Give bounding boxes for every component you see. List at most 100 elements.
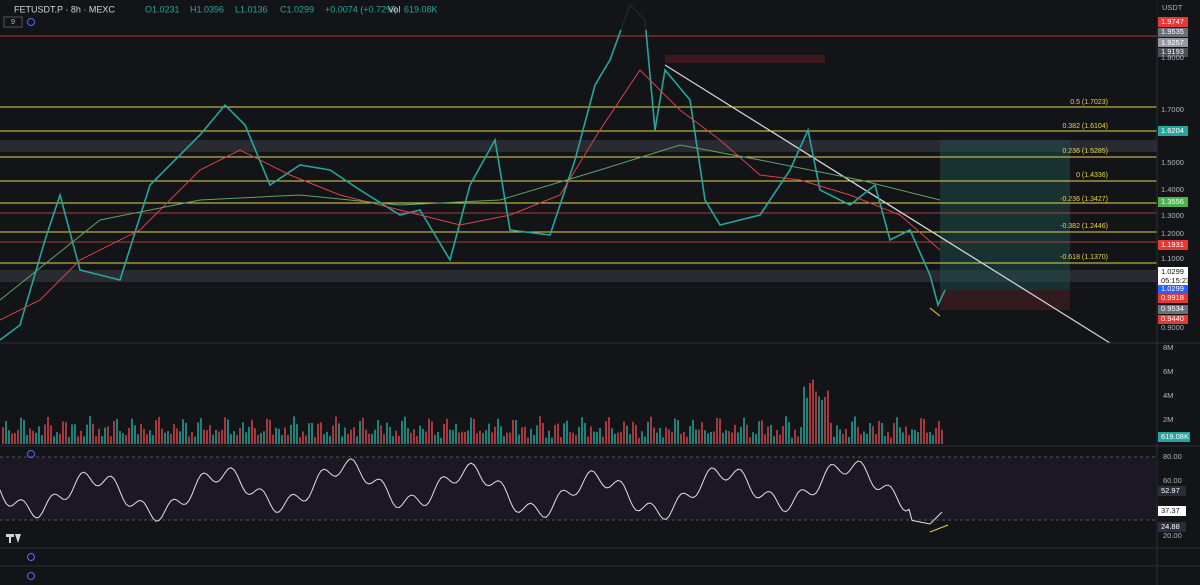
volume-bar — [614, 434, 616, 444]
volume-bar — [41, 434, 43, 444]
volume-bar — [68, 437, 70, 444]
volume-bar — [845, 428, 847, 444]
price-label: 1.0299 — [1161, 267, 1184, 276]
pane-icon[interactable] — [27, 553, 35, 561]
volume-bar — [203, 429, 205, 444]
volume-bar — [50, 425, 52, 444]
volume-bar — [263, 431, 265, 444]
price-label: 1.4000 — [1161, 185, 1184, 194]
moving-average — [0, 69, 941, 321]
price-label: 1.7000 — [1161, 105, 1184, 114]
price-tag — [1158, 28, 1188, 37]
volume-bar — [500, 426, 502, 444]
volume-bar — [854, 416, 856, 444]
volume-bar — [482, 433, 484, 444]
volume-bar — [17, 429, 19, 444]
moving-average — [0, 144, 941, 301]
target-box — [940, 140, 1070, 290]
volume-bar — [527, 437, 529, 444]
volume-bar — [515, 420, 517, 444]
volume-bar — [149, 430, 151, 444]
volume-bar — [599, 428, 601, 444]
volume-bar — [848, 437, 850, 444]
volume-bar — [647, 421, 649, 444]
volume-bar — [248, 426, 250, 444]
volume-bar — [503, 436, 505, 444]
price-label: 1.0299 — [1161, 284, 1184, 293]
volume-bar — [833, 436, 835, 444]
volume-bar — [416, 436, 418, 444]
volume-bar — [275, 427, 277, 444]
volume-bar — [473, 418, 475, 444]
volume-bar — [395, 430, 397, 444]
fib-label: -0.236 (1.3427) — [1060, 196, 1108, 203]
volume-bar — [176, 428, 178, 444]
volume-bar — [926, 432, 928, 444]
volume-bar — [512, 419, 514, 444]
volume-bar — [806, 397, 808, 444]
currency[interactable]: USDT — [1162, 3, 1183, 12]
volume-bar — [233, 431, 235, 444]
divergence-line — [929, 524, 949, 533]
volume-bar — [596, 431, 598, 444]
volume-bar — [341, 436, 343, 444]
pane-icon[interactable] — [27, 18, 35, 26]
divergence-line — [929, 307, 941, 317]
volume-bar — [785, 416, 787, 444]
volume-bar — [272, 434, 274, 444]
price-axis: 1.9747 1.9535 1.9257 1.9193 1.8000 1.700… — [1158, 17, 1190, 332]
volume-bar — [752, 432, 754, 444]
volume-bar — [623, 421, 625, 444]
ohlc-open: O1.0231 — [145, 4, 180, 14]
price-tag — [1158, 294, 1188, 303]
volume-bar — [497, 418, 499, 444]
symbol[interactable]: FETUSDT.P · 8h · MEXC — [14, 4, 115, 14]
volume-bar — [146, 434, 148, 444]
volume-bar — [839, 429, 841, 444]
volume-bar — [467, 430, 469, 444]
pane-icon[interactable] — [27, 572, 35, 580]
volume-bar — [935, 427, 937, 444]
pane-icon[interactable] — [27, 450, 35, 458]
volume-bar — [692, 419, 694, 444]
volume-bar — [758, 421, 760, 444]
volume-bar — [470, 417, 472, 444]
volume-bar — [611, 428, 613, 444]
volume-bar — [314, 437, 316, 444]
volume-bar — [371, 433, 373, 444]
volume-bar — [743, 417, 745, 444]
volume-bar — [905, 426, 907, 444]
price-label: 1.9535 — [1161, 27, 1184, 36]
volume-bar — [851, 421, 853, 444]
volume-bar — [572, 432, 574, 444]
price-label: 1.9193 — [1161, 47, 1184, 56]
price-label: 1.3000 — [1161, 211, 1184, 220]
volume-bar — [287, 434, 289, 444]
volume-bar — [698, 429, 700, 444]
volume-bar — [695, 429, 697, 444]
volume-bar — [740, 426, 742, 444]
volume-bar — [923, 418, 925, 444]
volume-bar — [122, 433, 124, 444]
volume-bar — [710, 431, 712, 444]
volume-bar — [764, 434, 766, 444]
price-label: 1.1931 — [1161, 240, 1184, 249]
volume-bar — [902, 432, 904, 444]
indicator-toggle[interactable] — [3, 16, 23, 28]
volume-bar — [173, 423, 175, 444]
volume-bar — [641, 431, 643, 444]
volume-bar — [881, 422, 883, 444]
rsi-tick: 80.00 — [1163, 452, 1182, 461]
volume-bar — [602, 436, 604, 444]
volume-bar — [590, 426, 592, 444]
volume-bar — [485, 430, 487, 444]
price-tag — [1158, 17, 1188, 27]
volume-bar — [782, 426, 784, 444]
volume-bar — [434, 435, 436, 444]
volume-bar — [464, 431, 466, 444]
volume-bar — [830, 423, 832, 444]
volume-bar — [293, 416, 295, 444]
volume-bar — [56, 432, 58, 444]
volume-bar — [506, 432, 508, 444]
zone — [0, 270, 1157, 282]
